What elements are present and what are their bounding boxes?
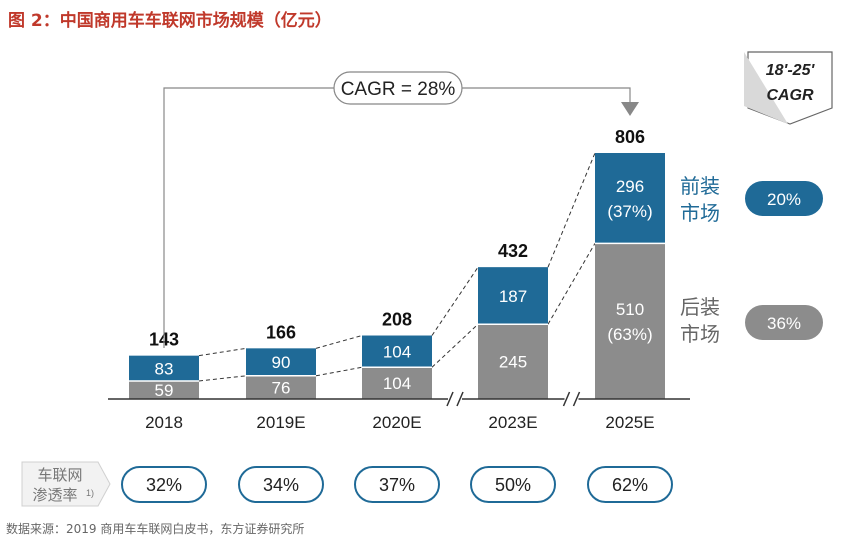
- connector-top: [431, 266, 479, 336]
- page-title: 图 2：中国商用车车联网市场规模（亿元）: [8, 11, 332, 31]
- penetration-label-line2: 渗透率: [32, 486, 77, 504]
- x-tick-2023E: 2023E: [488, 413, 537, 432]
- bar-after-2019E: [246, 375, 316, 399]
- penetration-value-2023E: 50%: [495, 475, 531, 495]
- cagr-header: 18'-25' CAGR: [744, 51, 833, 125]
- connector-mid: [547, 243, 596, 325]
- segment-label-front-2019E: 90: [272, 353, 291, 372]
- segment-label-after-2018: 59: [155, 381, 174, 400]
- penetration-label: 车联网 渗透率 1): [21, 461, 111, 507]
- after-cagr-pill: [745, 305, 823, 340]
- segment-label-after-2020E: 104: [383, 374, 411, 393]
- penetration-pills: 32% 34% 37% 50% 62%: [121, 466, 673, 503]
- x-tick-2025E: 2025E: [605, 413, 654, 432]
- after-cagr-value: 36%: [767, 314, 801, 333]
- penetration-value-2020E: 37%: [379, 475, 415, 495]
- bar-after-2020E: [362, 367, 432, 399]
- cagr-box-label: CAGR = 28%: [341, 79, 456, 100]
- axis-breaks: [446, 391, 581, 407]
- bar-after-2025E: [595, 243, 665, 399]
- axis-break-mark: [572, 391, 581, 407]
- connector-top: [198, 347, 247, 357]
- x-tick-2018: 2018: [145, 413, 183, 432]
- penetration-pill-2025E: [587, 466, 673, 503]
- connector-mid: [315, 366, 363, 377]
- connector-top: [547, 152, 596, 268]
- segment-label-front-2023E: 187: [499, 287, 527, 306]
- total-label-2023E: 432: [498, 241, 528, 261]
- penetration-pill-2023E: [470, 466, 556, 503]
- x-tick-labels: 2018 2019E 2020E 2023E 2025E: [145, 413, 655, 432]
- bar-front-2020E: [362, 335, 432, 368]
- cagr-header-line1: 18'-25': [766, 62, 816, 79]
- penetration-pill-2018: [121, 466, 207, 503]
- cagr-bracket: CAGR = 28%: [163, 71, 639, 348]
- bar-front-2018: [129, 355, 199, 381]
- segment-label-after-2023E: 245: [499, 353, 527, 372]
- connector-mid: [431, 323, 479, 368]
- after-market-label-line1: 后装: [680, 295, 720, 319]
- segment-label-front-2025E: 296 (37%): [607, 177, 652, 221]
- penetration-label-note: 1): [86, 488, 94, 498]
- total-label-2019E: 166: [266, 322, 296, 342]
- cagr-header-line2: CAGR: [766, 87, 814, 104]
- x-tick-2020E: 2020E: [372, 413, 421, 432]
- bar-after-2018: [129, 380, 199, 399]
- bar-after-2023E: [478, 324, 548, 399]
- penetration-value-2025E: 62%: [612, 475, 648, 495]
- front-market-label-line2: 市场: [680, 201, 720, 225]
- front-cagr-value: 20%: [767, 190, 801, 209]
- bars-group: 59 83 76 90 104 104 245 187 510 (63%) 296 (37%): [129, 153, 665, 400]
- connector-top: [315, 335, 363, 349]
- penetration-value-2019E: 34%: [263, 475, 299, 495]
- dashed-connectors: [198, 152, 596, 382]
- front-cagr-pill: [745, 181, 823, 216]
- segment-label-after-2025E: 510 (63%): [607, 300, 652, 344]
- cagr-box: [333, 71, 463, 105]
- total-label-2025E: 806: [615, 127, 645, 147]
- source-note: 数据来源：2019 商用车车联网白皮书，东方证券研究所: [6, 522, 305, 536]
- bar-front-2019E: [246, 348, 316, 376]
- penetration-pill-2019E: [238, 466, 324, 503]
- segment-label-front-2018: 83: [155, 359, 174, 378]
- penetration-value-2018: 32%: [146, 475, 182, 495]
- penetration-label-line1: 车联网: [37, 466, 82, 484]
- axis-break-mark: [456, 391, 464, 407]
- front-market-label-line1: 前装: [680, 174, 720, 198]
- bar-front-2025E: [595, 153, 665, 244]
- axis-break-mark: [446, 391, 454, 407]
- segment-label-after-2019E: 76: [272, 379, 291, 398]
- bar-front-2023E: [478, 267, 548, 325]
- x-tick-2019E: 2019E: [256, 413, 305, 432]
- total-label-2020E: 208: [382, 310, 412, 330]
- connector-mid: [198, 375, 247, 382]
- segment-label-front-2020E: 104: [383, 343, 411, 362]
- axis-break-mark: [562, 391, 571, 407]
- after-market-label-line2: 市场: [680, 322, 720, 346]
- penetration-pill-2020E: [354, 466, 440, 503]
